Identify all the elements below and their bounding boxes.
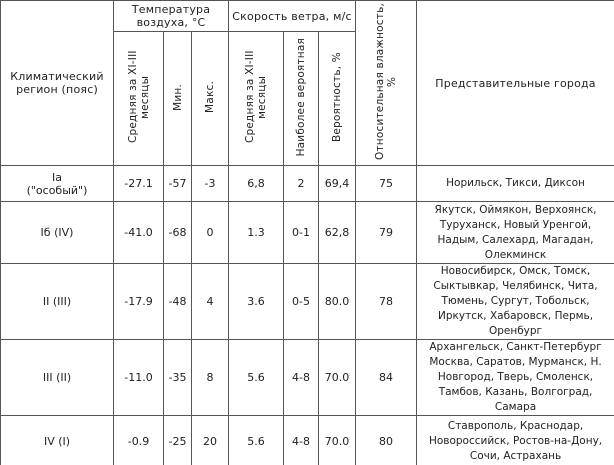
table-body: Iа ("особый") -27.1 -57 -3 6,8 2 69,4 75 Норильс… [0,165,614,465]
value-cell: 70.0 [317,339,357,416]
cities-cell: Архангельск, Санкт-Петербург Москва, Сар… [416,339,614,416]
subheader-text: Наиболее вероятная [295,37,307,157]
value-cell: 5.6 [228,415,284,465]
value-cell: 5.6 [228,339,284,416]
subheader-text: Мин. [171,83,184,111]
value-cell: 20 [191,415,229,465]
value-cell: 62,8 [317,201,357,264]
value-cell: 69,4 [317,165,357,202]
value-cell: 4 [191,263,229,340]
value-cell: -11.0 [113,339,164,416]
header-region: Климатический регион (пояс) [0,0,114,166]
value-cell: 8 [191,339,229,416]
table-row: IV (I) -0.9 -25 20 5.6 4-8 70.0 80 Ставрополь, К… [0,415,614,465]
subheader: Мин. [163,31,192,166]
table-row: II (III) -17.9 -48 4 3.6 0-5 80.0 78 Новосибирск… [0,263,614,340]
header-humidity-text: Относительная влажность, % [374,3,399,160]
region-cell: Iб (IV) [0,201,114,264]
value-cell: 80 [355,415,418,465]
region-cell: Iа ("особый") [0,165,114,202]
value-cell: 80.0 [317,263,357,340]
cities-cell: Якутск, Оймякон, Верхоянск, Туруханск, Н… [416,201,614,264]
value-cell: 79 [355,201,418,264]
value-cell: -41.0 [113,201,164,264]
value-cell: 1.3 [228,201,284,264]
region-cell: II (III) [0,263,114,340]
value-cell: -68 [163,201,192,264]
value-cell: 6,8 [228,165,284,202]
subheader: Наиболее вероятная [283,31,319,166]
value-cell: -17.9 [113,263,164,340]
value-cell: 78 [355,263,418,340]
subheader: Средняя за XI-III месяцы [228,31,284,166]
subheader: Макс. [191,31,229,166]
value-cell: 2 [283,165,319,202]
value-cell: 3.6 [228,263,284,340]
table-row: Iб (IV) -41.0 -68 0 1.3 0-1 62,8 79 Якутск, Оймя… [0,201,614,264]
value-cell: -57 [163,165,192,202]
value-cell: 0-1 [283,201,319,264]
subheader-text: Макс. [204,81,216,113]
value-cell: 0-5 [283,263,319,340]
region-cell: IV (I) [0,415,114,465]
value-cell: 75 [355,165,418,202]
value-cell: -25 [163,415,192,465]
header-cities: Представительные города [416,0,614,166]
value-cell: -48 [163,263,192,340]
value-cell: -27.1 [113,165,164,202]
value-cell: 4-8 [283,415,319,465]
value-cell: -0.9 [113,415,164,465]
value-cell: -35 [163,339,192,416]
header-wind: Скорость ветра, м/с [227,0,357,32]
cities-cell: Ставрополь, Краснодар, Новороссийск, Рос… [416,415,614,465]
value-cell: 84 [355,339,418,416]
cities-cell: Норильск, Тикси, Диксон [416,165,614,202]
subheader: Средняя за XI-III месяцы [113,31,164,166]
region-cell: III (II) [0,339,114,416]
header-humidity: Относительная влажность, % [355,0,418,166]
subheader-text: Средняя за XI-III месяцы [244,50,268,144]
header-temperature: Температура воздуха, °С [113,0,229,32]
table-row: III (II) -11.0 -35 8 5.6 4-8 70.0 84 Архангельск… [0,339,614,416]
value-cell: 70.0 [317,415,357,465]
value-cell: 0 [191,201,229,264]
table-row: Iа ("особый") -27.1 -57 -3 6,8 2 69,4 75 Норильс… [0,165,614,202]
cities-cell: Новосибирск, Омск, Томск, Сыктывкар, Чел… [416,263,614,340]
value-cell: -3 [191,165,229,202]
subheader-text: Вероятность, % [331,51,344,142]
value-cell: 4-8 [283,339,319,416]
subheader-text: Средняя за XI-III месяцы [126,50,151,144]
subheader: Вероятность, % [317,31,357,166]
